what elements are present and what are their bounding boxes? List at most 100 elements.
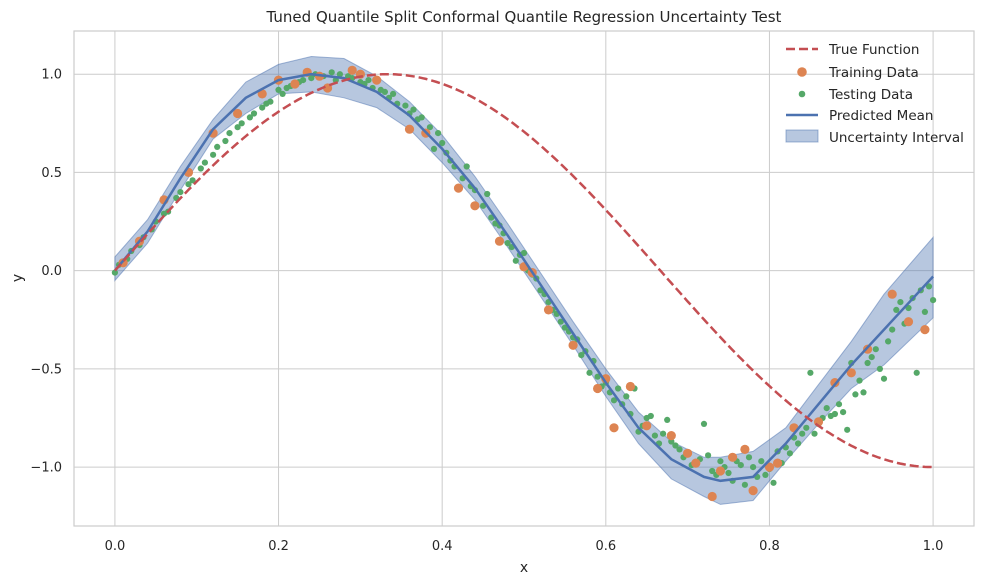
testing-data-point — [925, 283, 933, 290]
testing-data-point — [578, 352, 585, 359]
uncertainty-interval-band — [114, 55, 934, 505]
testing-data-point — [189, 177, 196, 184]
legend: True Function Training Data Testing Data… — [785, 42, 964, 146]
training-data-point — [728, 452, 738, 462]
y-tick-label: 1.0 — [41, 68, 62, 83]
training-data-point — [691, 458, 701, 468]
testing-data-point — [660, 430, 667, 437]
x-axis-label: x — [520, 560, 528, 576]
training-data-point — [494, 236, 505, 246]
testing-data-point — [786, 450, 794, 457]
testing-data-point — [811, 430, 818, 437]
testing-data-point — [210, 151, 217, 158]
true-function-line — [113, 72, 934, 469]
testing-data-point — [860, 389, 867, 396]
training-data-point — [715, 466, 726, 476]
testing-data-point — [336, 71, 343, 78]
testing-data-point — [758, 458, 765, 465]
training-data-point — [846, 368, 856, 378]
testing-data-point — [930, 297, 937, 304]
plot-frame — [73, 30, 975, 527]
testing-data-point — [647, 412, 654, 420]
x-tick-label: 0.8 — [759, 539, 780, 554]
testing-data-point — [803, 424, 810, 431]
training-data-point — [625, 381, 636, 392]
training-data-point — [568, 340, 578, 350]
testing-data-point — [222, 137, 229, 145]
x-tick-label: 0.6 — [595, 539, 616, 554]
testing-data-point — [893, 306, 900, 313]
y-axis-label: y — [10, 274, 26, 282]
training-data-point — [257, 89, 267, 99]
testing-data-point — [856, 377, 863, 384]
testing-data-point — [381, 88, 388, 95]
training-data-point — [233, 108, 243, 119]
training-data-point — [642, 421, 652, 431]
testing-data-point — [390, 90, 397, 97]
training-data-point — [290, 79, 300, 89]
legend-uncertainty-interval-label: Uncertainty Interval — [829, 130, 964, 146]
testing-data-point — [234, 124, 241, 131]
testing-data-point — [512, 257, 519, 264]
testing-data-point — [885, 338, 892, 345]
testing-data-point — [561, 324, 569, 331]
x-axis-ticks: 0.0 0.2 0.4 0.6 0.8 1.0 — [105, 539, 944, 554]
training-data-point — [470, 201, 480, 211]
testing-data-point — [709, 467, 716, 475]
testing-data-point — [520, 249, 528, 257]
testing-data-point — [921, 308, 929, 315]
testing-data-point — [226, 130, 233, 137]
testing-data-point — [717, 458, 724, 465]
training-data-point — [453, 183, 464, 193]
testing-data-point — [651, 432, 659, 439]
training-data-point — [609, 423, 619, 433]
testing-data-point — [835, 401, 843, 408]
testing-data-point — [831, 410, 839, 418]
legend-true-function-label: True Function — [828, 42, 919, 58]
training-data-point — [683, 448, 693, 458]
testing-data-point — [741, 481, 749, 488]
testing-data-point — [852, 391, 859, 398]
training-data-point — [593, 383, 603, 394]
training-data-point — [903, 317, 914, 327]
training-data-points — [118, 65, 930, 502]
testing-data-point — [750, 464, 757, 471]
testing-data-point — [259, 104, 266, 111]
testing-data-point — [664, 416, 671, 423]
testing-data-point — [275, 86, 282, 93]
testing-data-point — [185, 181, 192, 188]
y-tick-label: 0.0 — [41, 264, 62, 279]
testing-data-point — [807, 369, 814, 376]
testing-data-point — [308, 75, 315, 82]
testing-data-point — [430, 145, 438, 152]
testing-data-point — [700, 420, 708, 427]
training-data-point — [666, 431, 676, 441]
testing-data-point — [557, 318, 564, 325]
predicted-mean-line — [113, 72, 935, 483]
testing-data-point — [279, 90, 286, 97]
training-data-point — [887, 289, 897, 299]
testing-data-point — [197, 165, 204, 172]
testing-data-point — [897, 299, 904, 306]
testing-data-point — [410, 106, 417, 113]
training-data-point — [920, 325, 930, 335]
testing-data-point — [267, 98, 274, 105]
testing-data-point — [913, 369, 920, 376]
testing-data-point — [745, 454, 753, 461]
testing-data-point — [402, 102, 409, 109]
testing-data-point — [238, 120, 245, 127]
training-data-point — [773, 458, 783, 468]
legend-training-data-swatch — [797, 67, 807, 77]
testing-data-point — [615, 385, 622, 392]
y-tick-label: −1.0 — [30, 461, 62, 476]
testing-data-point — [586, 369, 593, 376]
x-tick-label: 0.2 — [268, 539, 289, 554]
testing-data-point — [435, 130, 442, 137]
training-data-point — [707, 491, 717, 502]
x-tick-label: 0.0 — [105, 539, 126, 554]
testing-data-point — [250, 110, 258, 117]
testing-data-point — [876, 365, 884, 372]
testing-data-point — [610, 397, 618, 404]
testing-data-point — [246, 114, 253, 121]
testing-data-point — [840, 409, 847, 416]
